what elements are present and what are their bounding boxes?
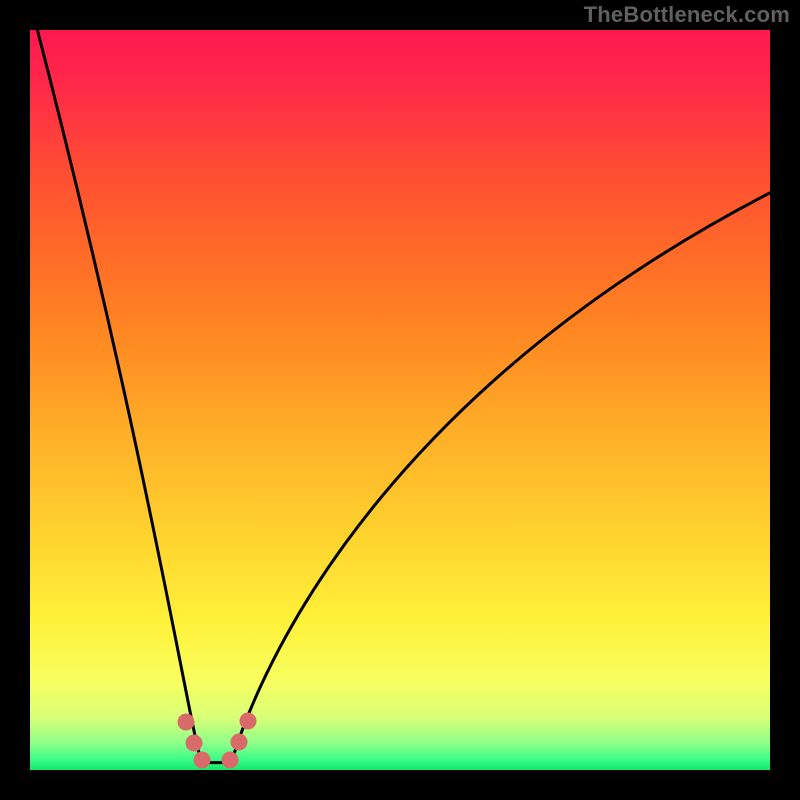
- curve-path: [37, 30, 770, 763]
- watermark-text: TheBottleneck.com: [584, 2, 790, 28]
- plot-area: [30, 30, 770, 770]
- chart-container: TheBottleneck.com: [0, 0, 800, 800]
- bottleneck-curve: [30, 30, 770, 770]
